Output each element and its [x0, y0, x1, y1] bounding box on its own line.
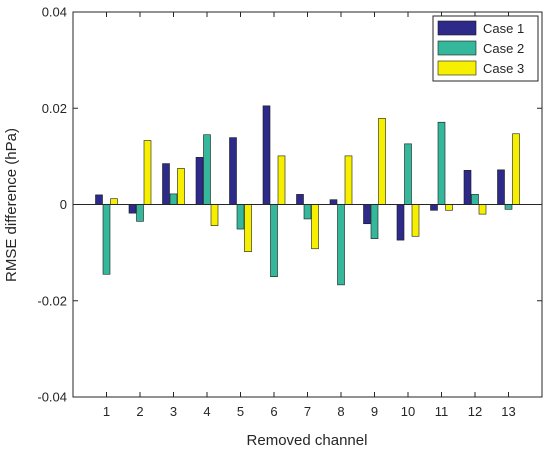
x-tick-label: 12 — [468, 404, 482, 419]
y-tick-label: 0.02 — [42, 101, 67, 116]
x-tick-label: 13 — [501, 404, 515, 419]
bar-case-2-ch7 — [303, 204, 312, 220]
bar-case-2-ch5 — [236, 204, 245, 230]
legend-swatch-3 — [437, 60, 477, 76]
bar-case-1-ch12 — [463, 170, 472, 205]
bar-case-2-ch4 — [203, 134, 211, 205]
bar-case-2-ch1 — [102, 204, 111, 275]
x-tick-label: 11 — [435, 404, 449, 419]
bar-case-1-ch10 — [396, 204, 405, 241]
bar-case-3-ch8 — [344, 155, 353, 205]
bar-case-2-ch8 — [337, 204, 345, 286]
legend-swatch-2 — [437, 40, 477, 56]
bar-case-3-ch13 — [512, 133, 520, 205]
bar-case-1-ch1 — [95, 194, 103, 205]
x-tick-label: 3 — [170, 404, 177, 419]
x-tick-label: 2 — [136, 404, 143, 419]
legend-label-1: Case 1 — [483, 21, 524, 36]
bar-case-2-ch3 — [169, 193, 178, 205]
bar-case-3-ch4 — [210, 204, 219, 226]
bar-case-1-ch5 — [229, 137, 237, 205]
y-tick-label: -0.04 — [37, 390, 67, 405]
bar-case-3-ch3 — [177, 168, 185, 205]
bar-case-3-ch2 — [143, 140, 152, 205]
bar-case-3-ch9 — [378, 118, 386, 205]
bar-case-2-ch9 — [370, 204, 379, 239]
y-tick-label: -0.02 — [37, 293, 67, 308]
bar-case-1-ch6 — [262, 105, 271, 205]
x-tick-label: 1 — [103, 404, 110, 419]
bar-case-3-ch1 — [110, 198, 118, 205]
legend-label-2: Case 2 — [483, 41, 524, 56]
x-tick-label: 6 — [270, 404, 277, 419]
legend-label-3: Case 3 — [483, 61, 524, 76]
bar-case-1-ch7 — [296, 194, 304, 205]
bar-case-1-ch13 — [497, 169, 505, 205]
bar-case-2-ch13 — [504, 204, 513, 210]
x-tick-label: 8 — [337, 404, 344, 419]
x-tick-label: 10 — [401, 404, 415, 419]
x-axis-title: Removed channel — [247, 432, 368, 449]
bar-case-2-ch11 — [437, 121, 446, 205]
bar-case-2-ch12 — [471, 194, 479, 205]
bar-case-1-ch11 — [430, 204, 438, 211]
bar-case-1-ch8 — [329, 199, 338, 205]
bar-case-3-ch10 — [411, 204, 420, 237]
bar-case-3-ch7 — [311, 204, 319, 250]
legend: Case 1 Case 2 Case 3 — [432, 15, 539, 82]
y-tick-label: 0.04 — [42, 5, 67, 20]
bar-case-2-ch10 — [404, 143, 412, 205]
bar-case-3-ch5 — [244, 204, 252, 252]
x-tick-label: 7 — [304, 404, 311, 419]
bar-case-1-ch9 — [363, 204, 371, 225]
y-tick-label: 0 — [60, 197, 67, 212]
x-tick-label: 9 — [371, 404, 378, 419]
bar-case-1-ch3 — [162, 163, 170, 205]
y-axis-title: RMSE difference (hPa) — [3, 128, 20, 282]
bar-case-1-ch4 — [195, 157, 204, 205]
bar-case-2-ch6 — [270, 204, 278, 277]
bar-case-2-ch2 — [136, 204, 144, 222]
bar-case-3-ch6 — [277, 155, 286, 205]
x-tick-label: 4 — [203, 404, 210, 419]
bar-case-3-ch12 — [478, 204, 487, 215]
bar-case-1-ch2 — [128, 204, 137, 214]
x-tick-label: 5 — [237, 404, 244, 419]
legend-swatch-1 — [437, 20, 477, 36]
bar-case-3-ch11 — [445, 204, 453, 211]
